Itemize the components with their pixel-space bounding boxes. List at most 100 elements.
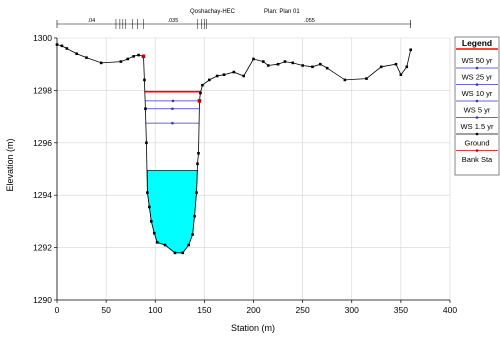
ground-point	[155, 241, 159, 244]
bank-station-point	[141, 54, 146, 59]
ground-point	[343, 78, 347, 82]
y-tick-label: 1294	[33, 190, 52, 200]
bank-station-point	[197, 99, 202, 103]
legend-swatch-marker	[475, 132, 479, 136]
ground-point	[181, 251, 185, 255]
ground-point	[222, 73, 226, 76]
ground-point	[232, 70, 236, 74]
plot-grid	[57, 37, 451, 300]
ground-point	[262, 60, 265, 63]
x-tick-label: 50	[101, 305, 111, 315]
ground-point	[195, 191, 198, 194]
legend-swatch-marker	[475, 99, 479, 103]
legend-label-ws-25-yr: WS 25 yr	[462, 73, 493, 82]
manning-n-label: .04	[88, 18, 96, 24]
ground-point	[207, 78, 211, 82]
ground-point	[144, 107, 147, 111]
ground-point	[365, 77, 368, 80]
x-tick-label: 300	[345, 305, 359, 315]
water-surface-lines	[144, 90, 201, 125]
y-tick-label: 1292	[33, 243, 52, 253]
ground-point	[75, 52, 78, 56]
legend-label-ws-50-yr: WS 50 yr	[462, 56, 493, 65]
ground-point	[291, 61, 295, 65]
x-tick-label: 200	[246, 305, 260, 315]
ground-point	[399, 73, 403, 76]
x-tick-label: 250	[296, 305, 310, 315]
ground-point	[283, 60, 287, 63]
ground-point	[132, 55, 135, 58]
ground-point	[276, 62, 280, 66]
ground-point	[146, 191, 149, 194]
ws-5-yr-marker	[171, 121, 174, 125]
ground-point	[201, 83, 204, 87]
y-tick-label: 1298	[33, 85, 52, 95]
ground-point	[65, 47, 69, 50]
ground-point	[325, 66, 329, 70]
y-tick-label: 1290	[33, 295, 52, 305]
ground-point	[119, 60, 123, 63]
legend-swatch-marker	[475, 149, 479, 152]
ground-point	[196, 162, 199, 166]
y-axis-title: Elevation (m)	[5, 138, 15, 191]
ground-point	[242, 74, 245, 78]
ground-point	[60, 44, 64, 48]
legend-box	[454, 36, 500, 176]
ground-point	[252, 57, 255, 61]
legend-swatch-marker	[475, 66, 479, 70]
ground-point	[215, 74, 219, 78]
ground-point	[143, 78, 146, 82]
legend-swatch-marker	[475, 116, 479, 119]
ground-point	[199, 91, 202, 95]
ground-point	[379, 65, 383, 69]
ws-25-yr-marker	[171, 99, 175, 103]
ws-10-yr-marker	[171, 107, 174, 111]
ground-point	[137, 53, 140, 57]
manning-n-label: .055	[304, 18, 315, 24]
x-tick-label: 0	[55, 305, 60, 315]
legend-label-ground: Ground	[464, 139, 489, 148]
x-tick-label: 150	[197, 305, 211, 315]
ground-point	[173, 251, 177, 255]
ground-point	[99, 61, 103, 65]
manning-n-label: .035	[168, 18, 179, 24]
legend-title: Legend	[462, 38, 492, 48]
legend-label-ws-10-yr: WS 10 yr	[462, 89, 493, 98]
ground-point	[163, 243, 167, 247]
ground-point	[319, 62, 322, 66]
ground-point	[193, 214, 196, 218]
ground-point	[394, 62, 398, 66]
ground-point	[152, 231, 156, 235]
ground-point	[405, 65, 409, 69]
legend: Legend WS 50 yr WS 25 yr WS 10 yr WS 5 yr WS…	[454, 36, 500, 176]
legend-label-ws-1-5-yr: WS 1.5 yr	[461, 122, 494, 131]
ground-point	[191, 233, 194, 236]
y-tick-label: 1300	[33, 33, 52, 43]
manning-header-strip: .04 .035 .055	[56, 18, 412, 29]
ground-point	[266, 64, 270, 67]
ground-line	[56, 44, 412, 254]
ground-point	[187, 243, 190, 247]
ground-point	[311, 65, 314, 69]
x-tick-label: 100	[148, 305, 162, 315]
ground-point	[145, 141, 148, 145]
ground-point	[150, 220, 153, 223]
legend-swatch-marker	[475, 83, 479, 86]
legend-label-ws-5-yr: WS 5 yr	[464, 106, 491, 115]
chart-title: Qoshachay-HEC	[190, 9, 236, 15]
ground-profile	[55, 43, 412, 255]
x-tick-label: 350	[394, 305, 408, 315]
chart-subtitle: Plan: Plan 01	[264, 9, 300, 15]
ground-point	[148, 205, 151, 209]
ground-point	[197, 151, 200, 155]
ground-point	[126, 57, 130, 61]
legend-label-bank-sta: Bank Sta	[462, 155, 493, 164]
y-tick-label: 1296	[33, 138, 52, 148]
ground-point	[301, 64, 304, 67]
ground-point	[409, 48, 412, 52]
ground-point	[85, 56, 88, 59]
x-axis-title: Station (m)	[231, 323, 275, 333]
plot-axes: 0 50 100 150 200 250 300 350 400 1290 1292 1294 1296…	[33, 33, 457, 315]
x-tick-label: 400	[443, 305, 457, 315]
